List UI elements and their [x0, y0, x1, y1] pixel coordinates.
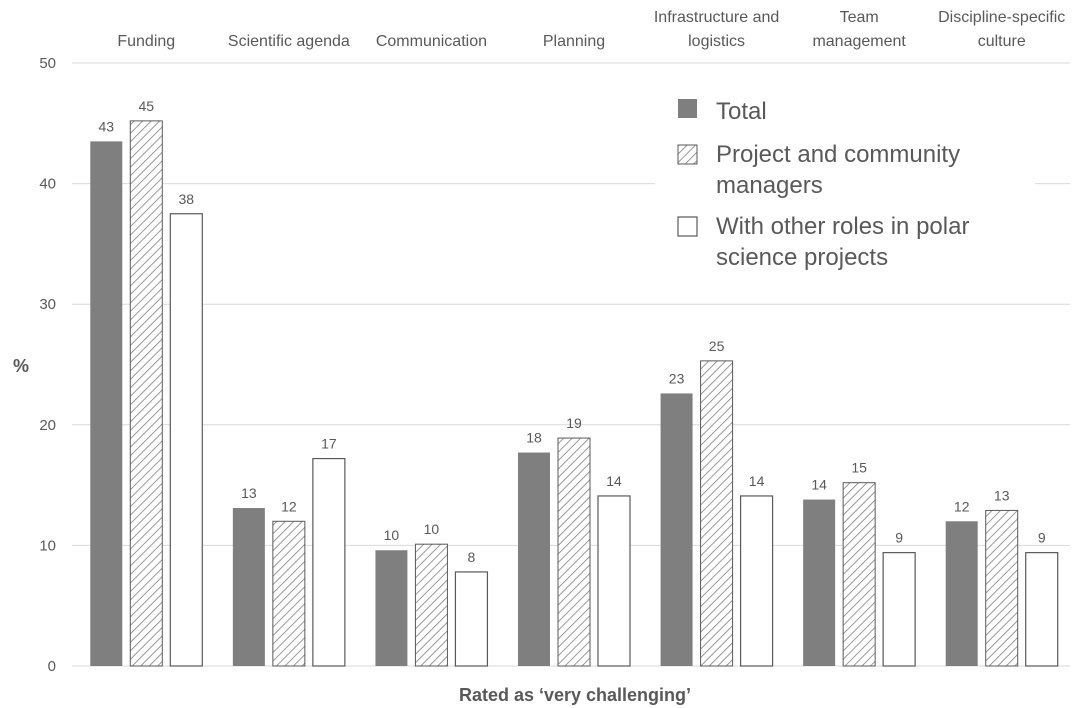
- category-label: Scientific agenda: [228, 33, 350, 50]
- bar-series-2: [557, 437, 591, 667]
- data-labels: 43 13 10 18 23 14 12 45 12 10 19 25 15 13 38 17 8 14 14 9 9: [98, 98, 1045, 565]
- legend-swatch: [678, 99, 697, 118]
- bar-series-1: [803, 499, 836, 666]
- y-tick-label: 20: [39, 417, 56, 434]
- category-labels: Funding Scientific agenda Communication Pla…: [117, 9, 1065, 50]
- data-label: 10: [424, 521, 440, 537]
- x-axis-title: Rated as ‘very challenging’: [459, 685, 691, 705]
- data-label: 13: [241, 485, 257, 501]
- y-tick-label: 0: [48, 658, 56, 675]
- category-label: Funding: [117, 33, 175, 50]
- data-label: 45: [138, 98, 154, 114]
- data-label: 23: [669, 370, 685, 386]
- legend-label: With other roles in polar science project…: [716, 213, 969, 271]
- category-label: Communication: [376, 33, 487, 50]
- bar-series-1: [945, 521, 978, 666]
- legend-swatch: [677, 216, 698, 237]
- legend-swatch: [677, 144, 698, 165]
- bar-series-3: [312, 457, 346, 667]
- bar-series-2: [414, 543, 448, 667]
- data-label: 13: [994, 487, 1010, 503]
- bar-series-2: [129, 120, 163, 667]
- data-label: 18: [526, 430, 542, 446]
- bar-series-1: [660, 393, 693, 666]
- bar-series-3: [169, 213, 203, 667]
- data-label: 9: [895, 530, 903, 546]
- bar-series-2: [700, 360, 734, 667]
- category-label: Infrastructure and logistics: [654, 9, 779, 50]
- bar-series-1: [375, 550, 408, 666]
- y-axis-title: %: [13, 356, 29, 376]
- bar-series-3: [1025, 552, 1059, 667]
- bar-series-1: [90, 141, 123, 666]
- bar-series-3: [454, 571, 489, 667]
- y-tick-label: 50: [39, 55, 56, 72]
- data-label: 25: [709, 338, 725, 354]
- data-label: 43: [98, 118, 114, 134]
- data-label: 9: [1038, 530, 1046, 546]
- data-label: 14: [606, 473, 622, 489]
- data-label: 12: [281, 498, 297, 514]
- category-label: Team management: [812, 9, 906, 50]
- bars: [90, 120, 1059, 667]
- bar-series-2: [272, 520, 306, 667]
- legend-label: Project and community managers: [716, 141, 960, 199]
- category-label: Planning: [543, 33, 605, 50]
- data-label: 17: [321, 436, 337, 452]
- legend: Total Project and community managers With o…: [655, 80, 1035, 290]
- data-label: 14: [749, 473, 765, 489]
- bar-series-2: [842, 482, 876, 667]
- data-label: 12: [954, 498, 970, 514]
- bar-series-2: [985, 509, 1019, 667]
- legend-background: [655, 80, 1035, 290]
- y-axis-ticks: 0 10 20 30 40 50: [39, 55, 56, 675]
- category-label: Discipline-specific culture: [938, 9, 1065, 50]
- data-label: 8: [468, 549, 476, 565]
- y-tick-label: 30: [39, 296, 56, 313]
- data-label: 10: [384, 527, 400, 543]
- y-tick-label: 10: [39, 537, 56, 554]
- data-label: 38: [178, 191, 194, 207]
- bar-series-1: [232, 508, 265, 666]
- bar-series-3: [739, 495, 774, 667]
- y-tick-label: 40: [39, 176, 56, 193]
- bar-series-3: [882, 552, 916, 667]
- data-label: 19: [566, 415, 582, 431]
- bar-series-1: [518, 452, 550, 666]
- data-label: 14: [811, 477, 827, 493]
- legend-label: Total: [716, 98, 767, 125]
- data-label: 15: [851, 460, 867, 476]
- bar-series-3: [597, 495, 631, 667]
